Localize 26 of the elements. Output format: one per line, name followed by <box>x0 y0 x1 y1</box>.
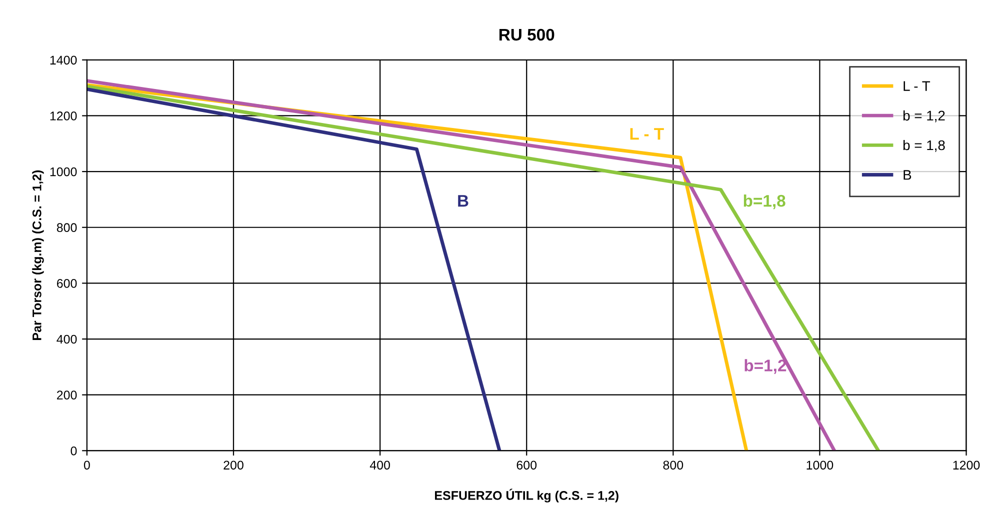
y-axis-title: Par Torsor (kg.m) (C.S. = 1,2) <box>32 170 44 340</box>
x-axis-title: ESFUERZO ÚTIL kg (C.S. = 1,2) <box>435 488 618 502</box>
x-tick-label: 200 <box>224 460 244 470</box>
annotation: L - T <box>630 128 664 140</box>
y-tick-label: 1200 <box>50 112 77 120</box>
annotation: b=1,8 <box>744 194 786 210</box>
legend-label: L - T <box>904 81 930 91</box>
y-tick-label: 800 <box>56 223 77 232</box>
y-tick-label: 600 <box>57 279 77 288</box>
x-tick-label: 1200 <box>953 460 980 470</box>
x-tick-label: 600 <box>516 460 537 470</box>
chart-title: RU 500 <box>499 28 554 41</box>
y-tick-label: 1000 <box>50 167 77 176</box>
annotation: B <box>458 195 468 207</box>
x-tick-label: 800 <box>663 460 684 470</box>
legend-label: b = 1,2 <box>903 110 945 122</box>
x-tick-label: 1000 <box>806 460 834 470</box>
x-tick-label: 400 <box>370 460 390 470</box>
legend-label: b = 1,8 <box>903 140 945 152</box>
annotation: b=1,2 <box>744 359 786 374</box>
y-tick-label: 1400 <box>50 56 77 65</box>
y-tick-label: 0 <box>70 446 77 456</box>
y-tick-label: 400 <box>56 334 77 344</box>
y-tick-label: 200 <box>56 390 77 400</box>
legend-label: B <box>904 170 912 180</box>
x-tick-label: 0 <box>84 460 90 470</box>
